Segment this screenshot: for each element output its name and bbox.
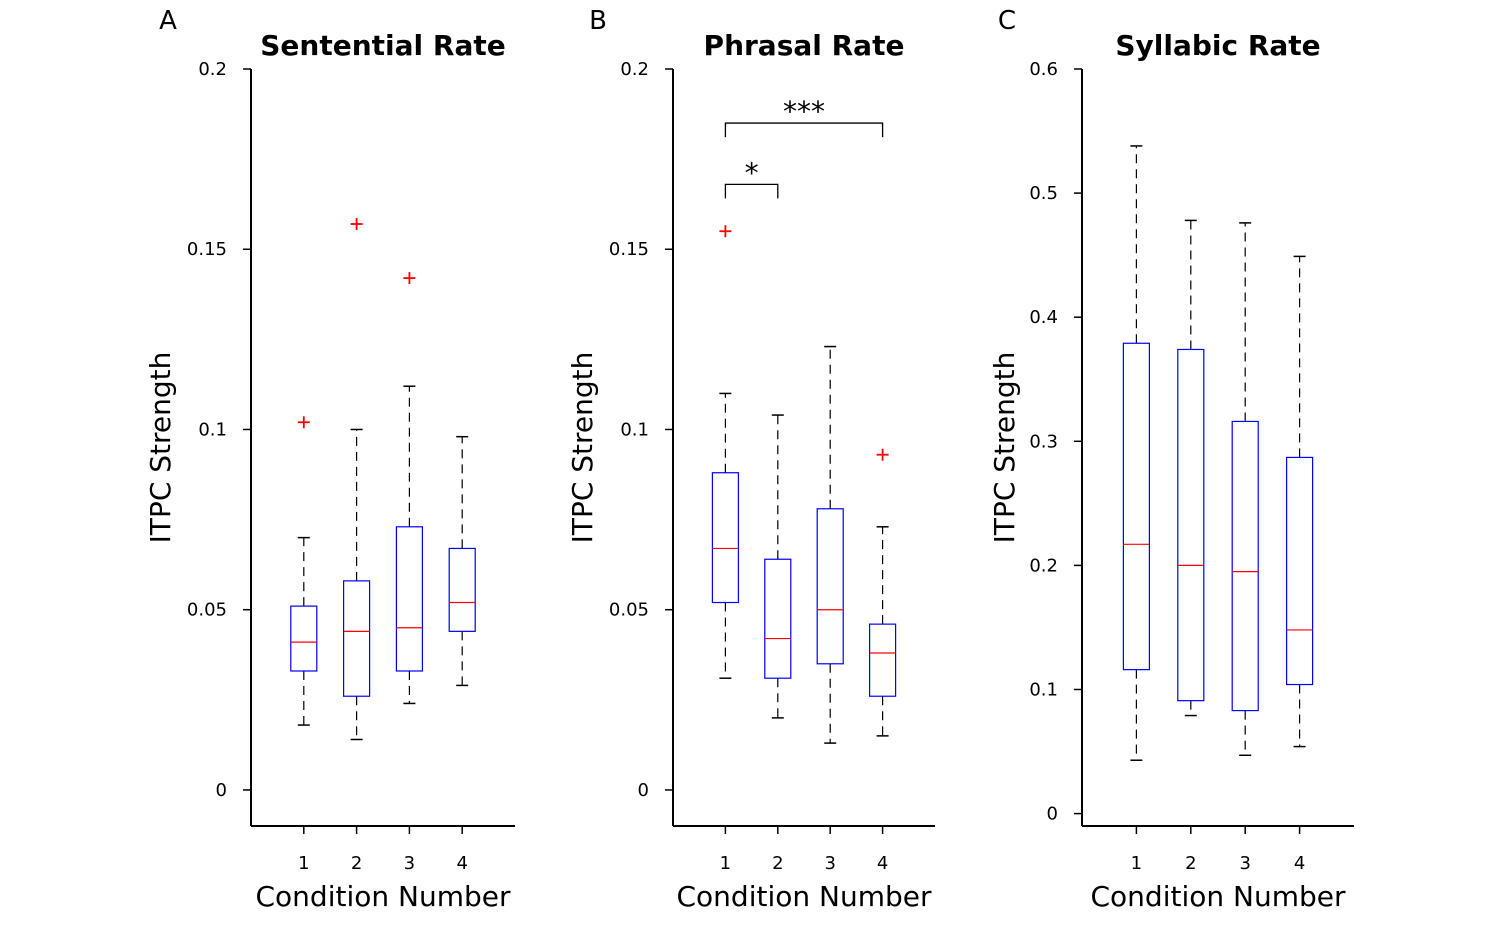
y-tick-label: 0.2 — [198, 59, 227, 80]
x-tick-label: 1 — [720, 853, 731, 874]
x-tick-label: 4 — [877, 853, 888, 874]
x-axis-label: Condition Number — [1091, 880, 1346, 913]
significance-label: * — [745, 156, 759, 189]
y-tick-label: 0.2 — [1029, 555, 1058, 576]
iqr-box — [1231, 420, 1259, 712]
y-tick-label: 0.5 — [1029, 183, 1058, 204]
bracket-line — [724, 183, 779, 199]
panel-letter: B — [589, 6, 607, 36]
iqr-box — [868, 623, 897, 697]
outlier-marker — [719, 225, 732, 238]
y-tick-label: 0.4 — [1029, 307, 1058, 328]
y-tick-label: 0.2 — [620, 59, 649, 80]
iqr-box — [343, 580, 371, 697]
significance-label: *** — [783, 95, 825, 128]
x-axis-label: Condition Number — [677, 880, 932, 913]
y-tick-label: 0.05 — [187, 600, 227, 621]
boxplot-1 — [1122, 145, 1151, 761]
boxplot-4 — [1285, 255, 1314, 748]
iqr-box — [1122, 342, 1151, 671]
x-tick-label: 4 — [1294, 853, 1305, 874]
y-tick-label: 0.6 — [1029, 59, 1058, 80]
y-tick-label: 0.1 — [198, 419, 227, 440]
boxplot-3 — [395, 272, 423, 705]
x-tick-label: 3 — [404, 853, 415, 874]
x-tick-label: 4 — [456, 853, 467, 874]
panel-letter: A — [159, 6, 177, 36]
significance-bracket: *** — [724, 95, 884, 138]
y-axis-label: ITPC Strength — [144, 352, 177, 544]
x-tick-label: 1 — [298, 853, 309, 874]
x-tick-label: 2 — [351, 853, 362, 874]
x-tick-label: 2 — [1185, 853, 1196, 874]
iqr-box — [395, 526, 423, 672]
y-tick-label: 0.15 — [609, 239, 649, 260]
boxplot-4 — [448, 435, 476, 687]
outlier-marker — [297, 416, 310, 429]
outlier-marker — [876, 448, 889, 461]
x-axis-label: Condition Number — [256, 880, 511, 913]
iqr-box — [290, 605, 318, 672]
y-axis-label: ITPC Strength — [988, 352, 1021, 544]
boxplot-3 — [1231, 222, 1259, 757]
iqr-box — [764, 558, 792, 679]
iqr-box — [1285, 456, 1314, 686]
x-tick-label: 3 — [824, 853, 835, 874]
y-tick-label: 0.1 — [1029, 679, 1058, 700]
outlier-marker — [403, 272, 416, 285]
chart-panel-c: 0 0.1 0.2 0.3 0.4 0.5 0.6 1 2 3 4 C Syllabic Rate Con… — [988, 6, 1354, 913]
y-tick-label: 0.05 — [609, 600, 649, 621]
x-tick-label: 1 — [1131, 853, 1142, 874]
bracket-line — [724, 122, 884, 138]
boxplot-4 — [868, 448, 897, 737]
x-tick-label: 3 — [1239, 853, 1250, 874]
chart-title: Syllabic Rate — [1115, 29, 1320, 62]
panel-letter: C — [998, 6, 1016, 36]
iqr-box — [448, 547, 476, 632]
y-tick-label: 0.3 — [1029, 431, 1058, 452]
outlier-marker — [350, 218, 363, 231]
x-tick-label: 2 — [772, 853, 783, 874]
boxplot-1 — [290, 416, 318, 726]
y-tick-label: 0 — [638, 780, 649, 801]
boxplot-1 — [711, 225, 740, 679]
iqr-box — [711, 472, 740, 604]
boxplot-2 — [764, 414, 792, 719]
y-tick-label: 0.1 — [620, 419, 649, 440]
significance-bracket: * — [724, 156, 779, 199]
y-axis-label: ITPC Strength — [566, 352, 599, 544]
boxplot-3 — [816, 345, 844, 744]
y-tick-label: 0 — [216, 780, 227, 801]
y-tick-label: 0 — [1047, 804, 1058, 825]
boxplot-2 — [343, 218, 371, 741]
iqr-box — [816, 508, 844, 665]
boxplot-2 — [1177, 219, 1205, 717]
chart-panel-a: 0 0.05 0.1 0.15 0.2 1 2 3 4 A Sentential Rate Condi… — [144, 6, 515, 913]
iqr-box — [1177, 348, 1205, 702]
chart-title: Sentential Rate — [260, 29, 505, 62]
y-tick-label: 0.15 — [187, 239, 227, 260]
chart-title: Phrasal Rate — [704, 29, 905, 62]
